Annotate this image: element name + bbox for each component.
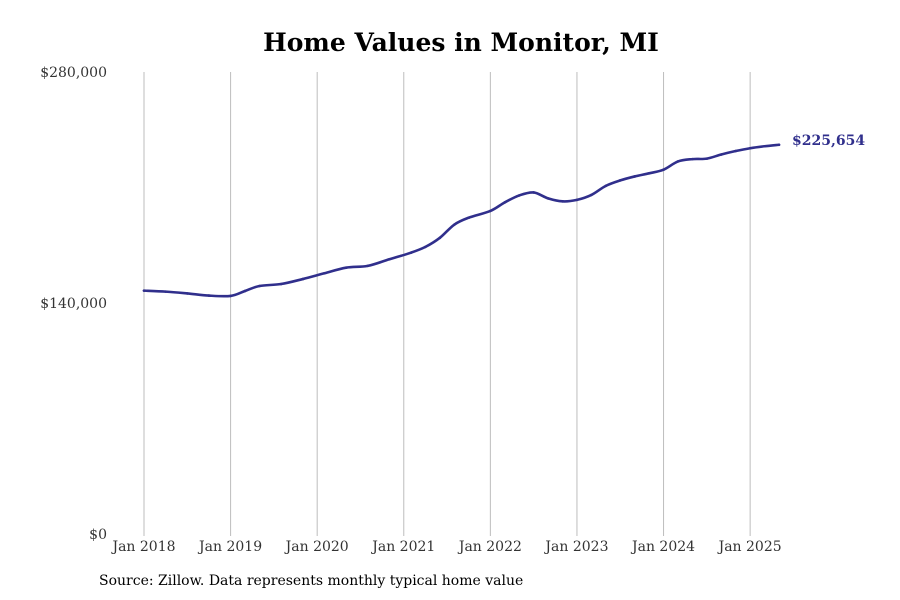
data-point bbox=[734, 149, 738, 153]
gridlines bbox=[143, 72, 751, 536]
data-point bbox=[532, 191, 535, 194]
x-tick-label: Jan 2019 bbox=[197, 539, 262, 555]
end-value-label: $225,654 bbox=[792, 133, 865, 149]
x-tick-label: Jan 2021 bbox=[370, 539, 435, 555]
data-point bbox=[691, 157, 694, 161]
data-point bbox=[647, 172, 651, 175]
data-point bbox=[452, 223, 456, 226]
data-point bbox=[546, 197, 550, 200]
x-tick-label: Jan 2023 bbox=[543, 539, 608, 555]
data-point bbox=[424, 245, 427, 249]
data-point bbox=[409, 251, 413, 254]
x-tick-label: Jan 2025 bbox=[717, 539, 782, 555]
data-point bbox=[590, 193, 593, 197]
series-line bbox=[142, 143, 781, 298]
data-point bbox=[388, 257, 391, 261]
data-point bbox=[323, 272, 326, 275]
data-point bbox=[279, 282, 283, 286]
data-point bbox=[763, 144, 766, 148]
y-tick-label: $280,000 bbox=[40, 65, 107, 81]
data-point bbox=[777, 143, 781, 147]
y-tick-label: $0 bbox=[89, 527, 107, 543]
data-point bbox=[229, 294, 232, 298]
data-point bbox=[467, 216, 471, 219]
data-point bbox=[366, 264, 369, 268]
chart-title: Home Values in Monitor, MI bbox=[263, 28, 659, 57]
x-tick-label: Jan 2024 bbox=[630, 539, 695, 555]
data-point bbox=[618, 179, 622, 182]
data-point bbox=[185, 292, 189, 295]
data-point bbox=[489, 209, 492, 213]
series-layer: $225,654 bbox=[142, 133, 865, 298]
data-point bbox=[207, 294, 211, 297]
data-point bbox=[344, 266, 348, 269]
y-tick-label: $140,000 bbox=[40, 296, 107, 312]
data-point bbox=[258, 284, 261, 288]
data-point bbox=[164, 290, 167, 293]
data-point bbox=[438, 236, 442, 240]
source-note: Source: Zillow. Data represents monthly … bbox=[99, 573, 524, 589]
data-point bbox=[662, 168, 665, 171]
data-point bbox=[517, 194, 521, 197]
data-point bbox=[243, 289, 247, 293]
data-point bbox=[705, 157, 709, 160]
data-point bbox=[676, 160, 680, 163]
data-point bbox=[719, 153, 723, 156]
data-point bbox=[604, 184, 608, 188]
x-tick-label: Jan 2020 bbox=[284, 539, 349, 555]
data-point bbox=[301, 277, 305, 281]
data-point bbox=[561, 200, 564, 203]
x-axis: Jan 2018 Jan 2019 Jan 2020 Jan 2021 Jan 2022… bbox=[110, 539, 781, 555]
data-point bbox=[633, 175, 636, 178]
data-point bbox=[748, 146, 752, 150]
line-chart: $0$140,000$280,000 Jan 2018 Jan 2019 Jan 2… bbox=[40, 65, 865, 555]
x-tick-label: Jan 2018 bbox=[110, 539, 175, 555]
y-axis: $0 $140,000 $280,000 bbox=[40, 65, 107, 543]
data-point bbox=[503, 201, 507, 204]
x-tick-label: Jan 2022 bbox=[457, 539, 522, 555]
data-point bbox=[575, 198, 579, 202]
data-point bbox=[142, 289, 146, 292]
